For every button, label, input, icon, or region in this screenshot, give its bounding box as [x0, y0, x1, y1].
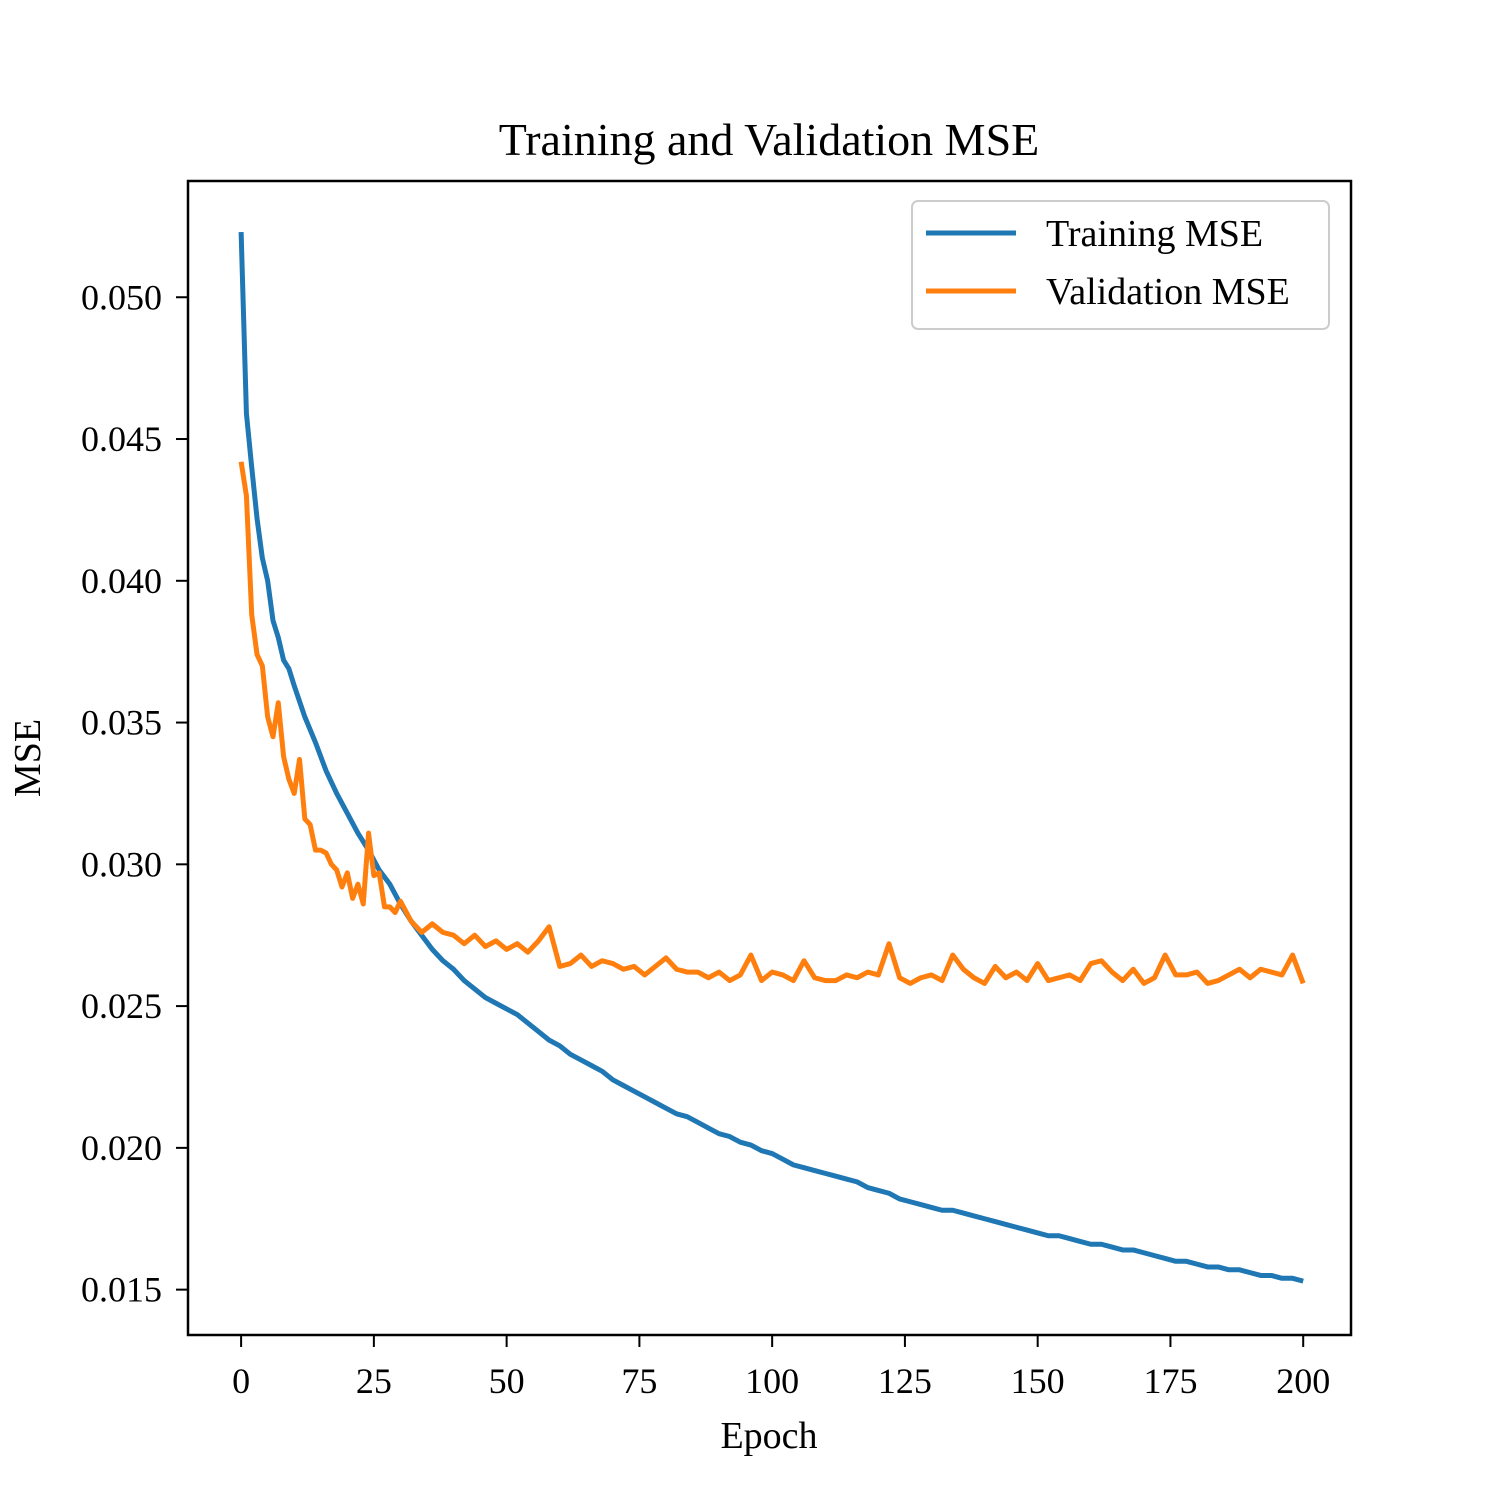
x-tick-label: 200: [1276, 1361, 1330, 1401]
y-tick-label: 0.040: [81, 561, 162, 601]
x-axis-label: Epoch: [720, 1415, 817, 1457]
legend-label-training: Training MSE: [1046, 213, 1263, 255]
plot-frame: [186, 179, 1353, 1337]
y-tick-label: 0.025: [81, 986, 162, 1026]
x-tick-label: 25: [356, 1361, 392, 1401]
legend-box: [911, 200, 1330, 330]
y-axis-ticks: 0.015 0.020 0.025 0.030 0.035 0.040 0.045 0.050: [81, 277, 188, 1310]
y-tick-label: 0.035: [81, 703, 162, 743]
x-axis-ticks: 0 25 50 75 100 125 150 175 200: [232, 1335, 1330, 1401]
y-tick-label: 0.045: [81, 419, 162, 459]
y-axis-label: MSE: [7, 719, 49, 797]
series-line-validation: [238, 461, 1306, 986]
x-tick-label: 50: [489, 1361, 525, 1401]
x-tick-label: 175: [1143, 1361, 1197, 1401]
x-tick-label: 75: [621, 1361, 657, 1401]
legend: Training MSE Validation MSE: [911, 200, 1330, 330]
x-tick-label: 0: [232, 1361, 250, 1401]
chart-title: Training and Validation MSE: [499, 114, 1040, 165]
y-tick-label: 0.050: [81, 277, 162, 317]
x-tick-label: 125: [878, 1361, 932, 1401]
legend-label-validation: Validation MSE: [1046, 271, 1290, 313]
x-tick-label: 100: [745, 1361, 799, 1401]
series-layer: [238, 231, 1306, 1284]
x-tick-label: 150: [1011, 1361, 1065, 1401]
y-tick-label: 0.015: [81, 1270, 162, 1310]
y-tick-label: 0.030: [81, 844, 162, 884]
y-tick-label: 0.020: [81, 1128, 162, 1168]
